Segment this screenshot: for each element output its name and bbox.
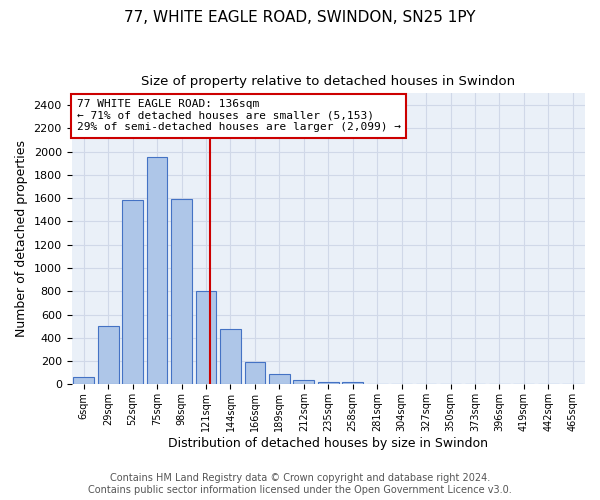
- Bar: [293, 380, 314, 384]
- Text: 77 WHITE EAGLE ROAD: 136sqm
← 71% of detached houses are smaller (5,153)
29% of : 77 WHITE EAGLE ROAD: 136sqm ← 71% of det…: [77, 99, 401, 132]
- X-axis label: Distribution of detached houses by size in Swindon: Distribution of detached houses by size …: [168, 437, 488, 450]
- Bar: [196, 292, 217, 384]
- Bar: [147, 158, 167, 384]
- Bar: [343, 382, 363, 384]
- Text: Contains HM Land Registry data © Crown copyright and database right 2024.
Contai: Contains HM Land Registry data © Crown c…: [88, 474, 512, 495]
- Text: 77, WHITE EAGLE ROAD, SWINDON, SN25 1PY: 77, WHITE EAGLE ROAD, SWINDON, SN25 1PY: [124, 10, 476, 25]
- Bar: [269, 374, 290, 384]
- Bar: [73, 378, 94, 384]
- Bar: [220, 329, 241, 384]
- Title: Size of property relative to detached houses in Swindon: Size of property relative to detached ho…: [141, 75, 515, 88]
- Bar: [171, 200, 192, 384]
- Bar: [98, 326, 119, 384]
- Bar: [318, 382, 338, 384]
- Bar: [245, 362, 265, 384]
- Bar: [122, 200, 143, 384]
- Y-axis label: Number of detached properties: Number of detached properties: [15, 140, 28, 338]
